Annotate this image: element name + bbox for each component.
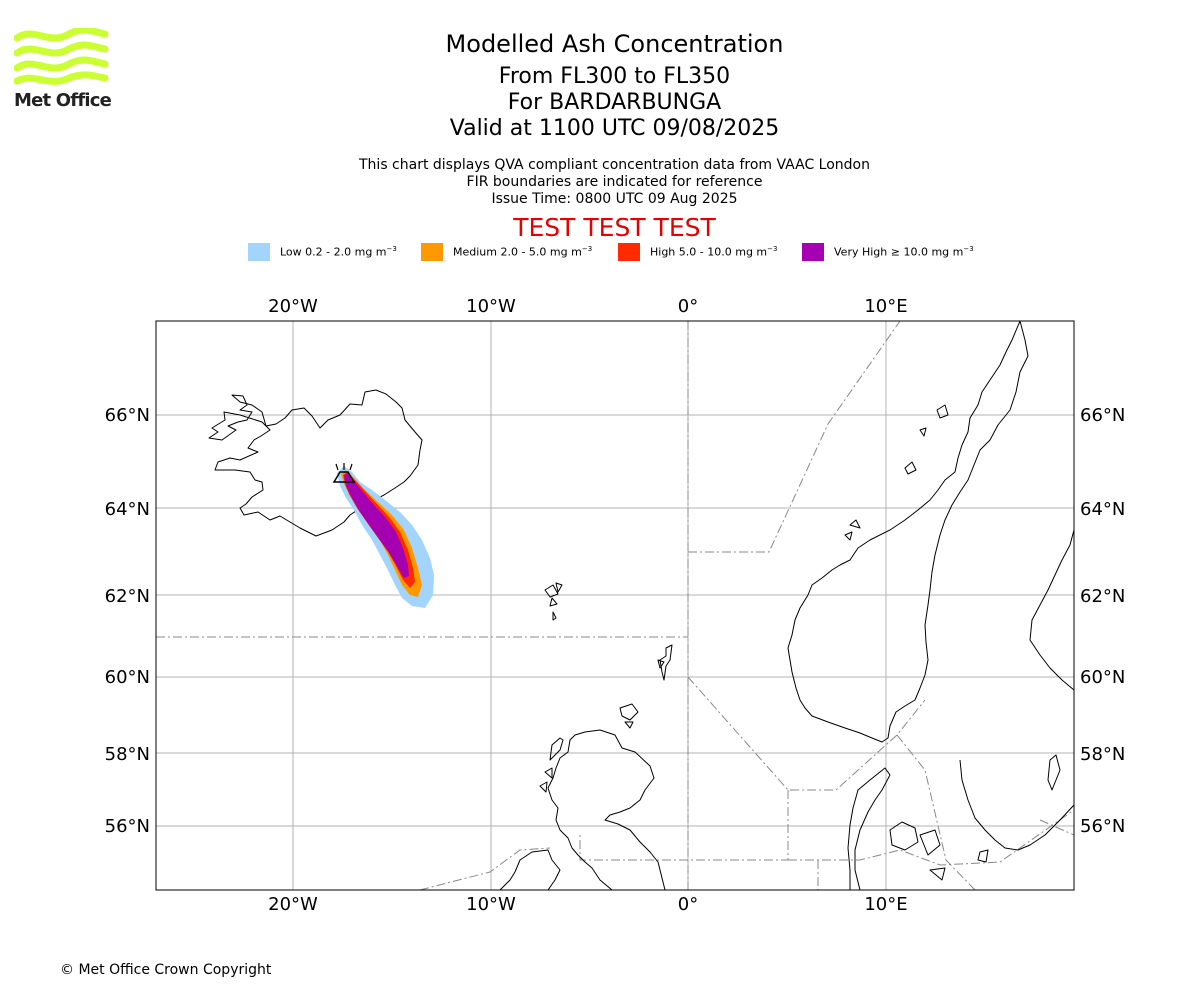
lon-label-top: 0° <box>678 296 698 317</box>
logo-text: Met Office <box>14 90 112 111</box>
legend-label-very-high: Very High ≥ 10.0 mg m <box>834 245 964 259</box>
coastline-bornholm <box>977 849 989 863</box>
chart-title: Modelled Ash Concentration <box>445 30 784 58</box>
legend-unit-exponent: −3 <box>386 245 397 254</box>
lat-label-right: 66°N <box>1080 405 1125 426</box>
test-banner: TEST TEST TEST <box>513 213 716 242</box>
volcano-name: For BARDARBUNGA <box>507 90 722 115</box>
coastline-shetland <box>657 644 673 681</box>
lat-label-left: 66°N <box>105 405 150 426</box>
legend-item-medium: Medium 2.0 - 5.0 mg m−3 <box>421 243 592 261</box>
legend-item-high: High 5.0 - 10.0 mg m−3 <box>618 243 777 261</box>
lat-label-left: 56°N <box>105 816 150 837</box>
coastline-denmark <box>847 767 891 890</box>
coastline-orkney <box>619 703 639 729</box>
legend-swatch-high <box>618 243 640 261</box>
subtitle-line-1: This chart displays QVA compliant concen… <box>359 157 870 173</box>
coastline-ireland <box>499 849 561 890</box>
legend-swatch-medium <box>421 243 443 261</box>
fir-boundary <box>687 676 926 791</box>
legend-swatch-very-high <box>802 243 824 261</box>
coastline-norway-islands <box>844 404 949 541</box>
issue-time: Issue Time: 0800 UTC 09 Aug 2025 <box>491 191 738 207</box>
coastline-scotland <box>547 729 666 890</box>
lat-label-left: 60°N <box>105 667 150 688</box>
map-frame <box>155 320 1075 891</box>
coastline-sweden-south <box>959 759 1074 851</box>
lon-label-top: 10°W <box>466 296 516 317</box>
fir-boundary <box>688 321 901 553</box>
copyright: © Met Office Crown Copyright <box>60 962 272 978</box>
lat-label-left: 64°N <box>105 499 150 520</box>
map-background <box>156 321 1074 890</box>
fir-boundary <box>579 790 789 861</box>
coastline-gotland <box>1047 754 1061 791</box>
met-office-logo: Met Office <box>14 28 112 113</box>
coastline-norway <box>787 321 1029 743</box>
flight-levels: From FL300 to FL350 <box>498 64 731 89</box>
legend-unit-exponent: −3 <box>767 245 778 254</box>
legend-label-high: High 5.0 - 10.0 mg m <box>650 245 768 259</box>
legend-label-low: Low 0.2 - 2.0 mg m <box>280 245 387 259</box>
fir-boundary <box>896 734 976 890</box>
lat-label-right: 64°N <box>1080 499 1125 520</box>
valid-time: Valid at 1100 UTC 09/08/2025 <box>449 116 780 141</box>
lon-label-bottom: 10°W <box>466 894 516 915</box>
lat-label-right: 58°N <box>1080 744 1125 765</box>
legend-item-low: Low 0.2 - 2.0 mg m−3 <box>248 243 397 261</box>
legend-label-medium: Medium 2.0 - 5.0 mg m <box>453 245 582 259</box>
coastline-sweden <box>1029 529 1074 691</box>
lon-label-bottom: 0° <box>678 894 698 915</box>
coastline-danish-islands <box>889 821 946 881</box>
legend-item-very-high: Very High ≥ 10.0 mg m−3 <box>802 243 974 261</box>
lon-label-bottom: 20°W <box>268 894 318 915</box>
plume-very-high <box>344 473 409 578</box>
met-office-wave-icon <box>14 28 109 85</box>
lat-label-right: 62°N <box>1080 586 1125 607</box>
lon-label-top: 20°W <box>268 296 318 317</box>
fir-boundary <box>419 847 551 890</box>
coastline-iceland <box>208 389 423 537</box>
graticule <box>156 321 1074 890</box>
lat-label-right: 56°N <box>1080 816 1125 837</box>
subtitle-line-2: FIR boundaries are indicated for referen… <box>466 174 763 190</box>
legend-unit-exponent: −3 <box>581 245 593 254</box>
lat-label-right: 60°N <box>1080 667 1125 688</box>
lat-label-left: 58°N <box>105 744 150 765</box>
fir-boundary <box>788 809 1074 866</box>
fir-boundary <box>1039 819 1074 836</box>
legend-unit-exponent: −3 <box>963 245 974 254</box>
volcano-marker-icon <box>332 463 356 483</box>
coastlines <box>208 321 1074 890</box>
legend-swatch-low <box>248 243 270 261</box>
ash-plume <box>337 466 434 608</box>
lon-label-top: 10°E <box>864 296 907 317</box>
fir-boundaries <box>156 321 1074 890</box>
lat-label-left: 62°N <box>105 586 150 607</box>
coastline-faroe <box>544 582 563 621</box>
lon-label-bottom: 10°E <box>864 894 907 915</box>
coastline-hebrides <box>539 737 564 793</box>
axis-labels: 20°W 10°W 0° 10°E 20°W 10°W 0° 10°E 66°N… <box>105 296 1126 915</box>
